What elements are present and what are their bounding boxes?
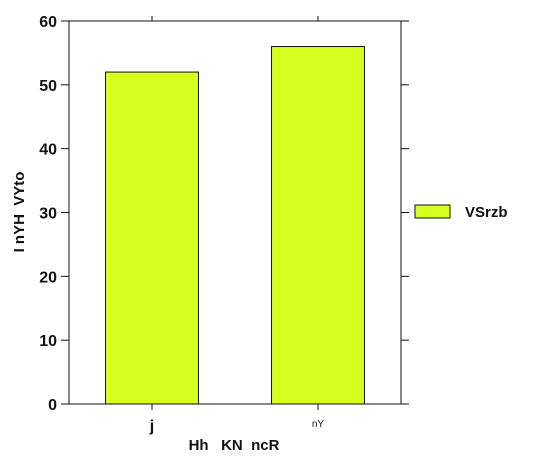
- y-tick-label: 10: [39, 333, 57, 350]
- y-tick-label: 60: [39, 14, 57, 31]
- x-axis: j nY: [149, 16, 325, 435]
- y-axis: 0 10 20 30 40 50 60: [39, 14, 409, 414]
- y-tick-label: 20: [39, 269, 57, 286]
- bars-group: [105, 46, 365, 405]
- x-tick-label: nY: [312, 419, 325, 430]
- x-axis-title: Hh KN ncR: [189, 437, 280, 454]
- legend-label: VSrzb: [465, 204, 508, 221]
- x-tick-label: j: [149, 418, 154, 435]
- y-axis-title: I nYH VYto: [11, 172, 28, 253]
- legend-swatch: [414, 204, 451, 219]
- y-tick-label: 0: [48, 397, 57, 414]
- y-tick-label: 30: [39, 206, 57, 223]
- bar-j: [105, 71, 199, 405]
- bar-nY: [271, 46, 365, 405]
- y-tick-label: 50: [39, 78, 57, 95]
- y-tick-label: 40: [39, 142, 57, 159]
- legend: VSrzb: [414, 204, 508, 221]
